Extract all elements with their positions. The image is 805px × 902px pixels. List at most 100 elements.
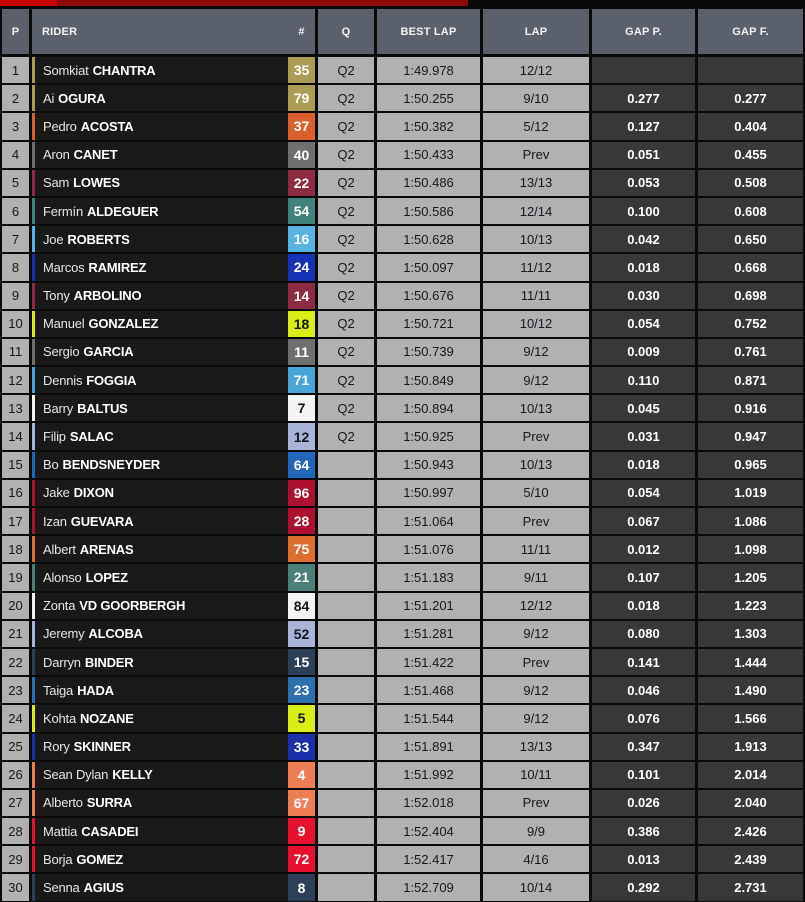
rider-first-name: Kohta <box>43 710 76 726</box>
gap-first-cell: 1.098 <box>698 536 803 563</box>
table-row: 26 Sean Dylan KELLY 4 1:51.992 10/11 0.10… <box>0 761 805 788</box>
team-color-stripe <box>32 677 35 704</box>
rider-first-name: Jeremy <box>43 626 85 642</box>
rider-number-plate: 33 <box>288 733 315 760</box>
team-color-stripe <box>32 85 35 112</box>
table-row: 3 Pedro ACOSTA 37 Q2 1:50.382 5/12 0.127 … <box>0 113 805 140</box>
rider-number-plate: 75 <box>288 536 315 563</box>
table-row: 30 Senna AGIUS 8 1:52.709 10/14 0.292 2.7… <box>0 874 805 901</box>
rider-name: Fermín ALDEGUER <box>35 204 288 219</box>
session-progress-bar <box>0 0 805 6</box>
rider-number-plate: 54 <box>288 197 315 225</box>
rider-cell: Bo BENDSNEYDER 64 <box>32 451 315 478</box>
table-row: 17 Izan GUEVARA 28 1:51.064 Prev 0.067 1.… <box>0 508 805 535</box>
lap-count-cell: 12/14 <box>483 197 589 225</box>
rider-name: Marcos RAMIREZ <box>35 260 288 275</box>
gap-previous-cell: 0.080 <box>592 620 695 647</box>
team-color-stripe <box>32 367 35 394</box>
rider-number-plate: 24 <box>288 254 315 281</box>
lap-count-cell: 10/13 <box>483 226 589 253</box>
best-lap-cell: 1:50.255 <box>377 85 480 112</box>
results-table-body: 1 Somkiat CHANTRA 35 Q2 1:49.978 12/12 2 … <box>0 57 805 901</box>
gap-previous-cell: 0.292 <box>592 874 695 901</box>
best-lap-cell: 1:50.739 <box>377 338 480 366</box>
lap-count-cell: 12/12 <box>483 592 589 619</box>
rider-first-name: Tony <box>43 288 70 304</box>
position-cell: 25 <box>2 733 29 760</box>
lap-count-cell: 9/10 <box>483 85 589 112</box>
rider-last-name: BENDSNEYDER <box>62 457 161 473</box>
q-session-cell: Q2 <box>318 169 374 196</box>
rider-number-plate: 18 <box>288 310 315 337</box>
table-row: 19 Alonso LOPEZ 21 1:51.183 9/11 0.107 1.… <box>0 564 805 591</box>
gap-first-cell: 1.019 <box>698 479 803 506</box>
rider-last-name: GONZALEZ <box>88 316 159 332</box>
rider-last-name: SALAC <box>69 429 114 445</box>
lap-count-cell: 13/13 <box>483 733 589 760</box>
lap-count-cell: 9/11 <box>483 564 589 591</box>
team-color-stripe <box>32 620 35 647</box>
table-row: 18 Albert ARENAS 75 1:51.076 11/11 0.012 … <box>0 536 805 563</box>
rider-first-name: Joe <box>43 231 64 247</box>
position-cell: 26 <box>2 761 29 788</box>
q-session-cell: Q2 <box>318 85 374 112</box>
rider-last-name: GUEVARA <box>70 513 134 529</box>
rider-cell: Marcos RAMIREZ 24 <box>32 254 315 281</box>
gap-previous-cell: 0.045 <box>592 395 695 422</box>
rider-first-name: Barry <box>43 400 74 416</box>
rider-number-plate: 8 <box>288 874 315 901</box>
rider-name: Jeremy ALCOBA <box>35 626 288 641</box>
rider-first-name: Mattia <box>43 823 78 839</box>
gap-previous-cell: 0.076 <box>592 705 695 732</box>
rider-name: Aron CANET <box>35 147 288 162</box>
gap-previous-cell: 0.026 <box>592 789 695 817</box>
table-row: 22 Darryn BINDER 15 1:51.422 Prev 0.141 1… <box>0 648 805 676</box>
rider-number-plate: 52 <box>288 620 315 647</box>
rider-cell: Sam LOWES 22 <box>32 169 315 196</box>
gap-previous-cell <box>592 57 695 84</box>
gap-previous-cell: 0.386 <box>592 818 695 845</box>
lap-count-cell: 11/11 <box>483 282 589 309</box>
position-cell: 21 <box>2 620 29 647</box>
team-color-stripe <box>32 423 35 450</box>
team-color-stripe <box>32 648 35 676</box>
rider-name: Joe ROBERTS <box>35 232 288 247</box>
rider-last-name: ARBOLINO <box>73 288 142 304</box>
table-row: 25 Rory SKINNER 33 1:51.891 13/13 0.347 1… <box>0 733 805 760</box>
rider-cell: Jake DIXON 96 <box>32 479 315 506</box>
q-session-cell: Q2 <box>318 254 374 281</box>
rider-first-name: Jake <box>43 485 70 501</box>
q-session-cell: Q2 <box>318 338 374 366</box>
gap-previous-cell: 0.030 <box>592 282 695 309</box>
rider-number-plate: 71 <box>288 367 315 394</box>
rider-name: Ai OGURA <box>35 91 288 106</box>
gap-first-cell: 1.205 <box>698 564 803 591</box>
q-session-cell: Q2 <box>318 423 374 450</box>
rider-name: Bo BENDSNEYDER <box>35 457 288 472</box>
rider-first-name: Izan <box>43 513 67 529</box>
lap-count-cell: 9/12 <box>483 620 589 647</box>
gap-previous-cell: 0.347 <box>592 733 695 760</box>
rider-cell: Sean Dylan KELLY 4 <box>32 761 315 788</box>
team-color-stripe <box>32 310 35 337</box>
q-session-cell <box>318 818 374 845</box>
gap-first-cell: 0.608 <box>698 197 803 225</box>
lap-count-cell: 11/11 <box>483 536 589 563</box>
table-row: 2 Ai OGURA 79 Q2 1:50.255 9/10 0.277 0.27… <box>0 85 805 112</box>
header-rider-label: RIDER <box>42 25 78 38</box>
best-lap-cell: 1:51.201 <box>377 592 480 619</box>
gap-previous-cell: 0.054 <box>592 479 695 506</box>
gap-first-cell: 2.426 <box>698 818 803 845</box>
team-color-stripe <box>32 761 35 788</box>
gap-first-cell: 2.014 <box>698 761 803 788</box>
rider-number-plate: 79 <box>288 85 315 112</box>
lap-count-cell: Prev <box>483 789 589 817</box>
lap-count-cell: 9/9 <box>483 818 589 845</box>
header-gap-previous: GAP P. <box>592 9 695 54</box>
rider-last-name: HADA <box>77 682 114 698</box>
rider-last-name: CHANTRA <box>92 62 156 78</box>
rider-name: Alonso LOPEZ <box>35 570 288 585</box>
position-cell: 30 <box>2 874 29 901</box>
gap-first-cell: 0.277 <box>698 85 803 112</box>
rider-first-name: Sergio <box>43 344 80 360</box>
